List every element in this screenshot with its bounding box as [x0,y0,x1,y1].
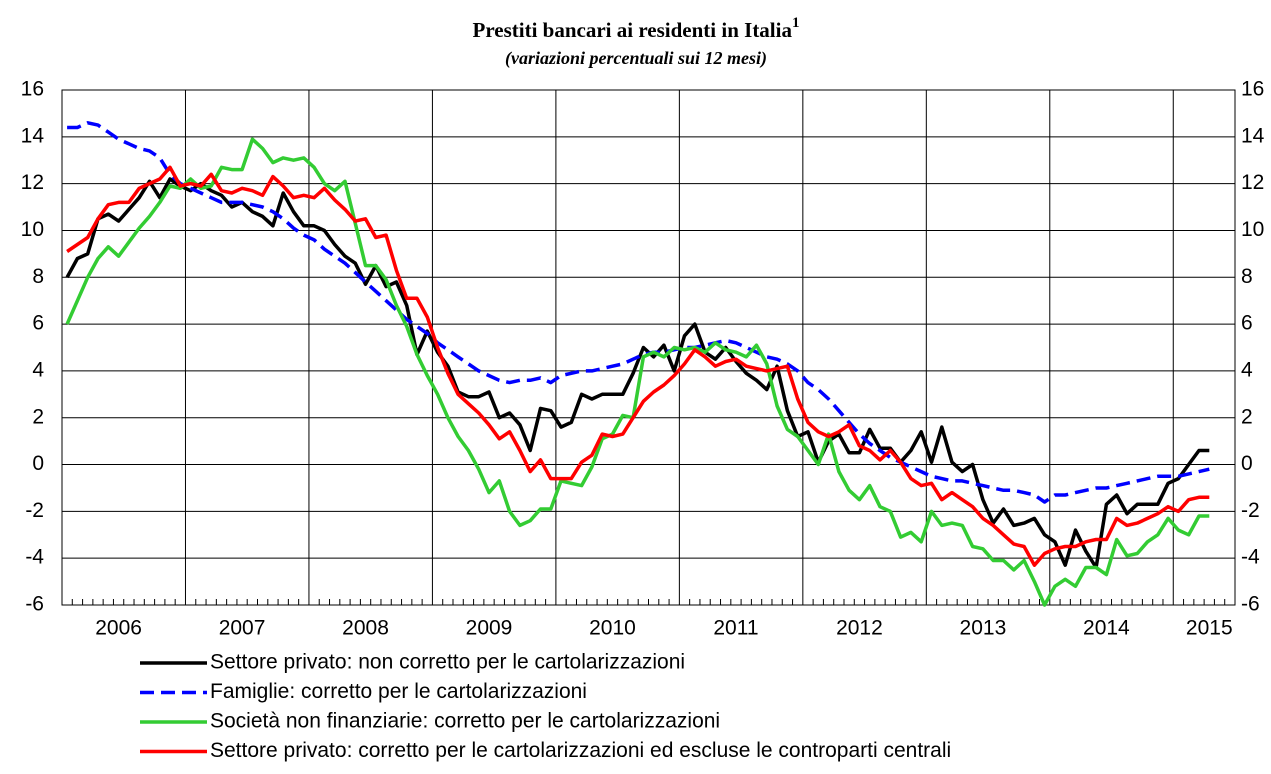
legend-label: Famiglie: corretto per le cartolarizzazi… [210,680,587,703]
y2-tick-label: 6 [1241,312,1253,335]
y2-tick-label: -6 [1241,593,1260,616]
y-tick-label: 8 [32,265,44,288]
series-line [67,121,1210,504]
y2-tick-label: 12 [1241,171,1264,194]
y-tick-label: -4 [25,546,44,569]
title-text: Prestiti bancari ai residenti in Italia [473,18,793,42]
x-tick-label: 2006 [95,617,142,640]
x-tick-label: 2015 [1186,617,1233,640]
y2-tick-label: 10 [1241,218,1264,241]
title-superscript: 1 [792,15,800,31]
legend-label: Settore privato: non corretto per le car… [210,651,685,674]
y-tick-label: 12 [21,171,44,194]
y-tick-label: -2 [25,499,44,522]
y-tick-label: 14 [21,124,45,147]
x-tick-label: 2007 [219,617,266,640]
y2-tick-label: 0 [1241,452,1253,475]
series-line [65,137,1210,607]
y2-tick-label: 4 [1241,358,1253,381]
x-tick-label: 2012 [836,617,883,640]
y-tick-label: 16 [21,78,44,101]
plot-frame [61,89,1236,606]
y2-tick-label: 16 [1241,78,1264,101]
y2-tick-label: 14 [1241,124,1265,147]
x-tick-label: 2009 [466,617,513,640]
x-tick-label: 2014 [1083,617,1130,640]
y-tick-label: 2 [32,405,44,428]
y-tick-label: -6 [25,593,44,616]
y2-tick-label: -4 [1241,546,1260,569]
y2-tick-label: 2 [1241,405,1253,428]
y-tick-label: 4 [32,358,44,381]
chart-title: Prestiti bancari ai residenti in Italia1 [473,15,800,41]
legend-label: Società non finanziarie: corretto per le… [210,710,720,733]
series-line [65,177,1210,570]
x-tick-label: 2013 [960,617,1007,640]
y2-tick-label: -2 [1241,499,1260,522]
legend-label: Settore privato: corretto per le cartola… [210,739,951,762]
chart-subtitle: (variazioni percentuali sui 12 mesi) [505,48,767,69]
x-tick-label: 2010 [589,617,636,640]
y-tick-label: 10 [21,218,44,241]
x-tick-label: 2008 [342,617,389,640]
x-tick-label: 2011 [713,617,758,640]
y-tick-label: 0 [32,452,44,475]
series-line [66,165,1210,567]
y2-tick-label: 8 [1241,265,1253,288]
y-tick-label: 6 [32,312,44,335]
